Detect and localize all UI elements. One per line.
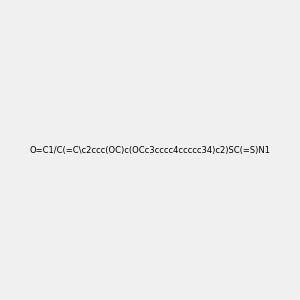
Text: O=C1/C(=C\c2ccc(OC)c(OCc3cccc4ccccc34)c2)SC(=S)N1: O=C1/C(=C\c2ccc(OC)c(OCc3cccc4ccccc34)c2…: [29, 146, 271, 154]
